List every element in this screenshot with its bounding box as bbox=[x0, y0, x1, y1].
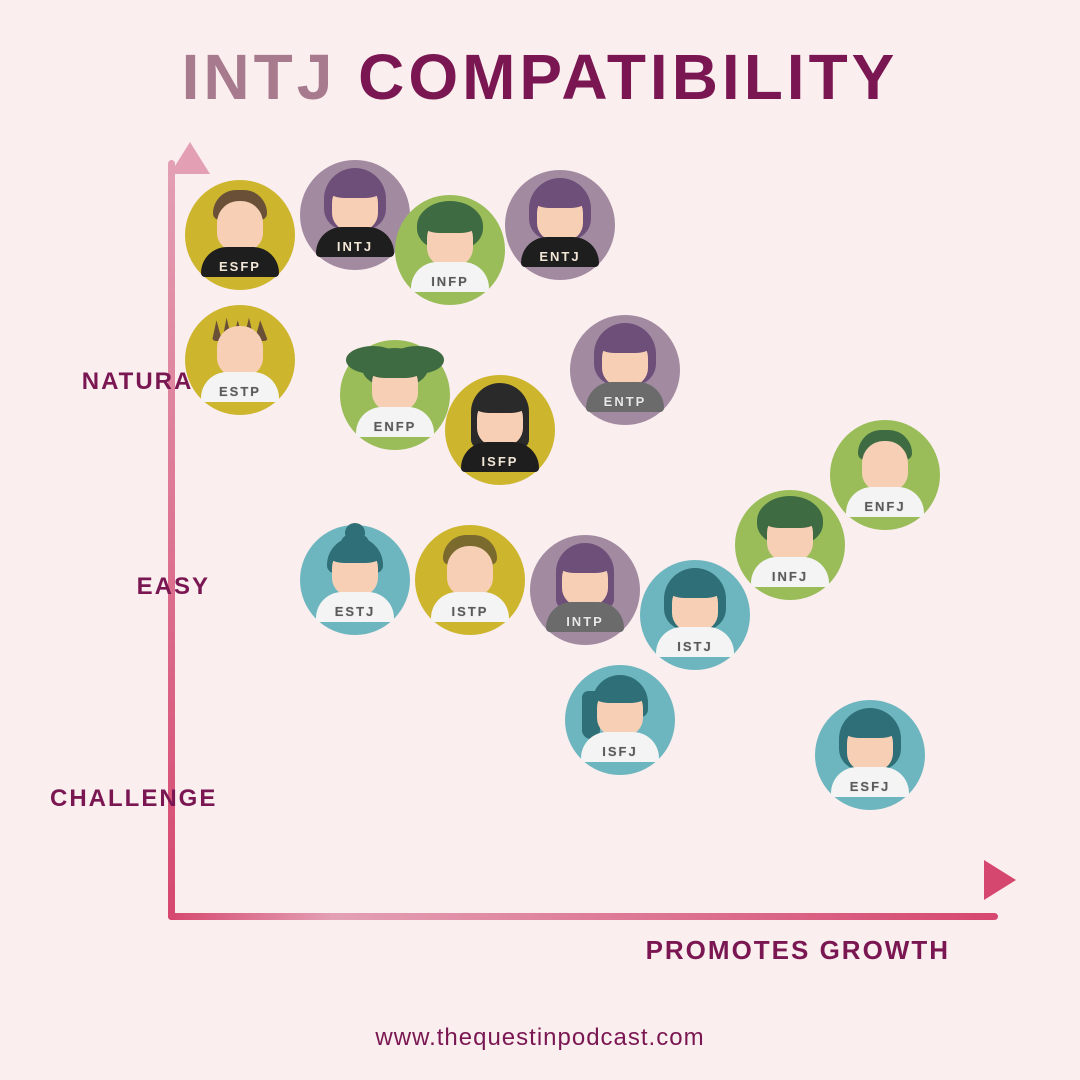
title-word-2: COMPATIBILITY bbox=[358, 41, 898, 113]
avatar-shoulders: ESTP bbox=[201, 372, 279, 402]
avatar-icon: ISTP bbox=[415, 523, 525, 633]
avatar-icon: INTP bbox=[530, 533, 640, 643]
avatar-shoulders: INFP bbox=[411, 262, 489, 292]
type-label: INFJ bbox=[772, 569, 808, 587]
type-label: ISTJ bbox=[677, 639, 712, 657]
avatar-icon: ESFJ bbox=[815, 698, 925, 808]
avatar-hair-fringe bbox=[595, 683, 645, 703]
type-node-istp: ISTP bbox=[415, 525, 525, 635]
avatar-icon: ISFP bbox=[445, 373, 555, 483]
avatar-face bbox=[447, 546, 493, 596]
avatar-icon: INTJ bbox=[300, 158, 410, 268]
avatar-icon: ENTP bbox=[570, 313, 680, 423]
title-word-1: INTJ bbox=[182, 41, 337, 113]
type-node-entp: ENTP bbox=[570, 315, 680, 425]
type-node-infj: INFJ bbox=[735, 490, 845, 600]
avatar-shoulders: ESFP bbox=[201, 247, 279, 277]
avatar-hair-fringe bbox=[330, 543, 380, 563]
x-axis-label: PROMOTES GROWTH bbox=[646, 935, 950, 966]
type-label: ENFP bbox=[374, 419, 417, 437]
type-label: ENTJ bbox=[539, 249, 580, 267]
type-node-estj: ESTJ bbox=[300, 525, 410, 635]
avatar-shoulders: ENFP bbox=[356, 407, 434, 437]
type-label: INTJ bbox=[337, 239, 373, 257]
avatar-hair-fringe bbox=[560, 553, 610, 573]
avatar-shoulders: INTJ bbox=[316, 227, 394, 257]
type-node-esfj: ESFJ bbox=[815, 700, 925, 810]
type-node-entj: ENTJ bbox=[505, 170, 615, 280]
avatar-hair-fringe bbox=[425, 213, 475, 233]
type-node-estp: ESTP bbox=[185, 305, 295, 415]
avatar-hair-fringe bbox=[535, 188, 585, 208]
type-label: ENTP bbox=[604, 394, 647, 412]
avatar-hair-fringe bbox=[330, 178, 380, 198]
type-label: ESFP bbox=[219, 259, 261, 277]
avatar-shoulders: ISFP bbox=[461, 442, 539, 472]
avatar-icon: ISTJ bbox=[640, 558, 750, 668]
avatar-face bbox=[217, 326, 263, 376]
avatar-face bbox=[217, 201, 263, 251]
type-node-isfj: ISFJ bbox=[565, 665, 675, 775]
type-label: ESTJ bbox=[335, 604, 376, 622]
avatar-shoulders: ISTJ bbox=[656, 627, 734, 657]
avatar-shoulders: ENTJ bbox=[521, 237, 599, 267]
avatar-icon: ENFJ bbox=[830, 418, 940, 528]
type-label: ISTP bbox=[452, 604, 489, 622]
avatar-shoulders: ENFJ bbox=[846, 487, 924, 517]
avatar-hair-fringe bbox=[475, 393, 525, 413]
avatar-icon: ESFP bbox=[185, 178, 295, 288]
type-node-isfp: ISFP bbox=[445, 375, 555, 485]
type-label: INTP bbox=[566, 614, 604, 632]
avatar-shoulders: ENTP bbox=[586, 382, 664, 412]
avatar-shoulders: ISFJ bbox=[581, 732, 659, 762]
y-axis-arrow-icon bbox=[170, 142, 210, 174]
type-node-infp: INFP bbox=[395, 195, 505, 305]
type-node-enfj: ENFJ bbox=[830, 420, 940, 530]
type-label: ENFJ bbox=[864, 499, 905, 517]
avatar-shoulders: INTP bbox=[546, 602, 624, 632]
avatar-hair-fringe bbox=[845, 718, 895, 738]
page-title: INTJ COMPATIBILITY bbox=[0, 0, 1080, 114]
type-node-enfp: ENFP bbox=[340, 340, 450, 450]
avatar-icon: INFP bbox=[395, 193, 505, 303]
avatar-icon: ENTJ bbox=[505, 168, 615, 278]
type-label: ESTP bbox=[219, 384, 261, 402]
type-label: ISFJ bbox=[602, 744, 637, 762]
avatar-icon: INFJ bbox=[735, 488, 845, 598]
avatar-hair-fringe bbox=[670, 578, 720, 598]
y-axis-label: CHALLENGE bbox=[50, 785, 210, 813]
avatar-icon: ESTP bbox=[185, 303, 295, 413]
type-node-esfp: ESFP bbox=[185, 180, 295, 290]
avatar-icon: ESTJ bbox=[300, 523, 410, 633]
avatar-hair-fringe bbox=[370, 358, 420, 378]
x-axis-arrow-icon bbox=[984, 860, 1016, 900]
footer-url: www.thequestinpodcast.com bbox=[0, 1024, 1080, 1052]
avatar-shoulders: ESFJ bbox=[831, 767, 909, 797]
type-node-intj: INTJ bbox=[300, 160, 410, 270]
avatar-icon: ISFJ bbox=[565, 663, 675, 773]
avatar-hair-fringe bbox=[600, 333, 650, 353]
type-label: INFP bbox=[431, 274, 469, 292]
type-label: ESFJ bbox=[850, 779, 891, 797]
x-axis-line bbox=[168, 913, 998, 920]
type-node-istj: ISTJ bbox=[640, 560, 750, 670]
type-label: ISFP bbox=[482, 454, 519, 472]
type-node-intp: INTP bbox=[530, 535, 640, 645]
avatar-face bbox=[862, 441, 908, 491]
avatar-shoulders: ESTJ bbox=[316, 592, 394, 622]
avatar-icon: ENFP bbox=[340, 338, 450, 448]
avatar-hair-fringe bbox=[765, 508, 815, 528]
avatar-shoulders: ISTP bbox=[431, 592, 509, 622]
avatar-shoulders: INFJ bbox=[751, 557, 829, 587]
y-axis-label: EASY bbox=[50, 573, 210, 601]
